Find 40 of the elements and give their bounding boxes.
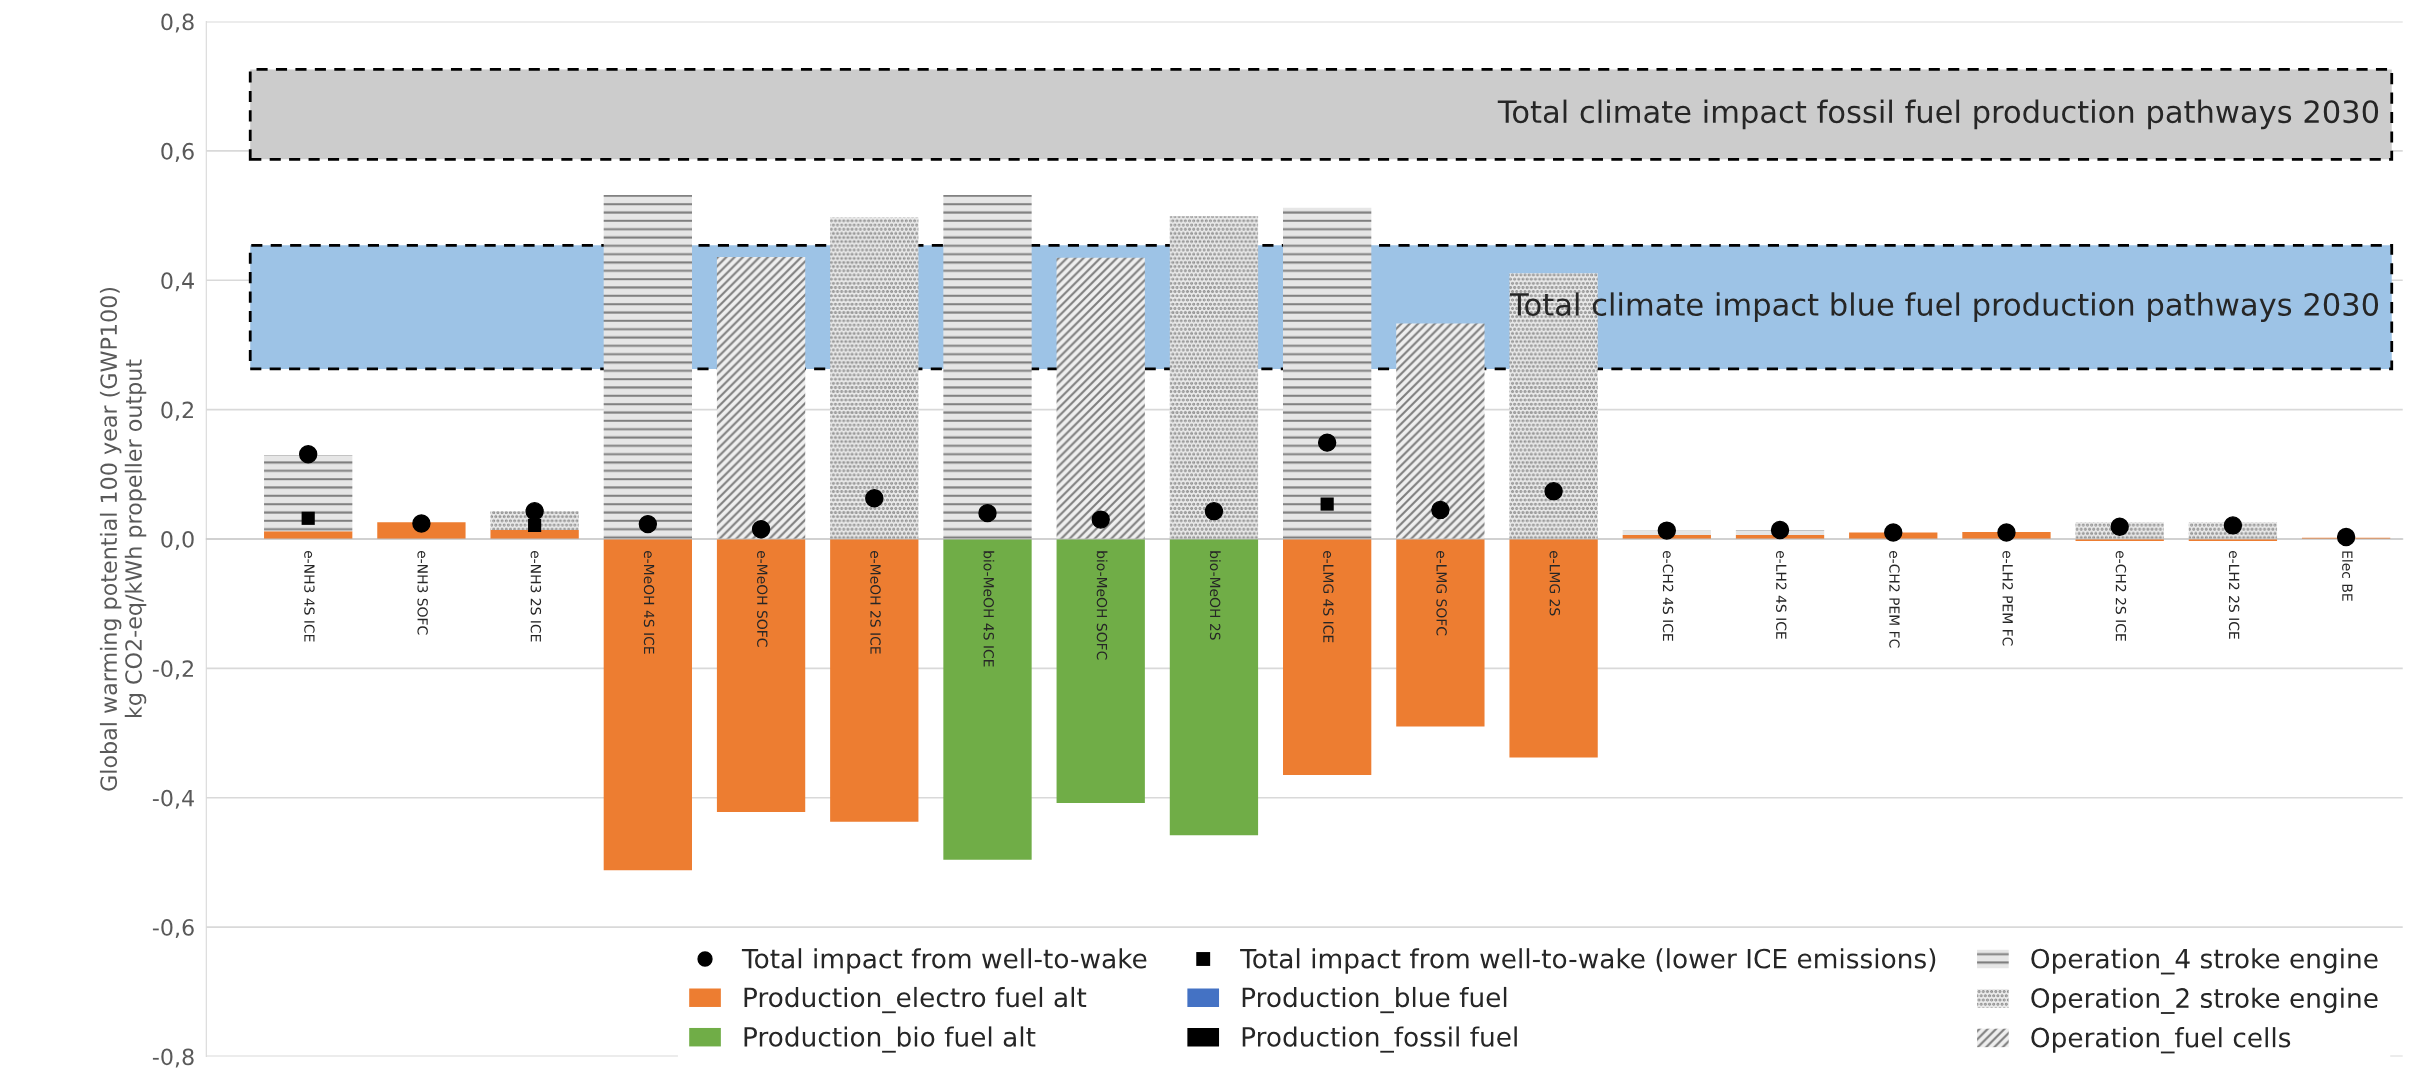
y-tick-label: -0,8	[152, 1048, 194, 1068]
legend-label: Total impact from well-to-wake	[741, 948, 1147, 974]
x-tick-label: e-LMG SOFC	[1436, 550, 1447, 636]
y-axis-title: Global warming potential 100 year (GWP100) kg CO2-eq/kWh propeller output	[99, 287, 147, 791]
y-tick-label: 0,2	[161, 401, 193, 421]
x-tick-label: bio-MeOH 2S	[1209, 551, 1221, 640]
x-tick-label: e-MeOH 4S ICE	[643, 550, 655, 654]
x-tick-label: e-LH2 4S ICE	[1776, 550, 1787, 639]
x-tick-label: e-LH2 PEM FC	[2002, 550, 2013, 646]
band-label: Total climate impact blue fuel production pathways 2030	[1509, 292, 2379, 322]
legend-label: Operation_2 stroke engine	[2031, 987, 2378, 1014]
x-tick-label: e-CH2 PEM FC	[1889, 550, 1900, 648]
legend-label: Operation_4 stroke engine	[2031, 948, 2378, 975]
x-tick-label: e-NH3 SOFC	[417, 550, 428, 635]
y-tick-label: 0,4	[161, 272, 194, 292]
x-tick-label: e-NH3 4S ICE	[304, 550, 315, 642]
y-tick-label: 0,8	[161, 13, 194, 33]
legend-label: Production_bio fuel alt	[744, 1026, 1036, 1053]
x-tick-label: bio-MeOH 4S ICE	[983, 551, 995, 667]
y-tick-label: 0,6	[161, 142, 194, 162]
x-tick-label: e-LMG 2S	[1549, 550, 1561, 616]
x-tick-label: e-NH3 2S ICE	[530, 550, 542, 642]
x-tick-label: Elec BE	[2342, 551, 2353, 601]
legend-label: Operation_fuel cells	[2031, 1027, 2291, 1054]
x-tick-label: e-MeOH 2S ICE	[870, 550, 881, 654]
y-tick-label: -0,6	[152, 919, 194, 939]
x-tick-label: e-CH2 4S ICE	[1662, 550, 1674, 641]
legend-label: Production_electro fuel alt	[744, 986, 1087, 1014]
x-tick-label: e-LH2 2S ICE	[2228, 550, 2240, 639]
y-tick-label: 0,0	[161, 530, 194, 551]
y-tick-label: -0,4	[152, 789, 194, 809]
legend-label: Production_fossil fuel	[1242, 1026, 1517, 1053]
x-tick-label: e-LMG 4S ICE	[1323, 550, 1334, 643]
band-label: Total climate impact fossil fuel production pathways 2030	[1497, 99, 2379, 130]
x-tick-label: e-CH2 2S ICE	[2115, 550, 2127, 641]
y-tick-label: -0,2	[152, 660, 193, 680]
x-tick-label: bio-MeOH SOFC	[1096, 551, 1108, 660]
legend-label: Production_blue fuel	[1242, 986, 1507, 1014]
x-tick-label: e-MeOH SOFC	[757, 550, 768, 647]
legend-label: Total impact from well-to-wake (lower ICE emissions)	[1240, 948, 1936, 974]
